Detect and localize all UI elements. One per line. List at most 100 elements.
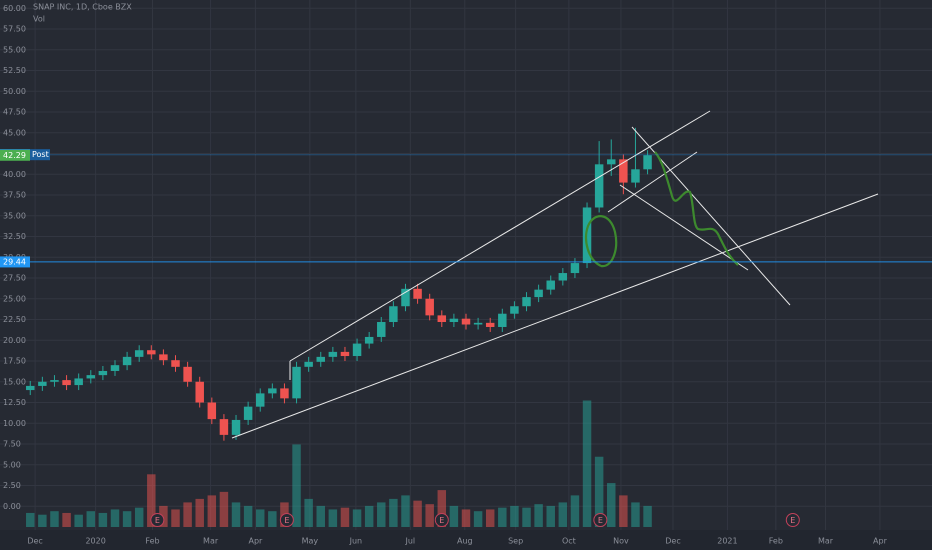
volume-bar: [619, 495, 628, 527]
price-tag-note: [30, 149, 50, 161]
y-tick-label: 32.50: [3, 232, 26, 241]
event-label: E: [284, 516, 289, 525]
volume-bar: [473, 511, 483, 527]
volume-bar: [243, 505, 253, 527]
grid: [0, 0, 932, 530]
y-tick-label: 17.50: [3, 357, 26, 366]
volume-bar: [183, 502, 192, 527]
candle-body: [364, 336, 374, 344]
volume-bar: [147, 474, 156, 527]
volume-bar: [231, 502, 241, 527]
volume-bar: [62, 512, 71, 527]
candle-body: [219, 419, 229, 435]
candle-body: [631, 169, 640, 183]
y-tick-label: 52.50: [3, 66, 26, 75]
trend-line: [289, 110, 711, 362]
drawing: [654, 151, 739, 266]
y-tick-label: 27.50: [3, 274, 26, 283]
candle-body: [134, 350, 144, 357]
candle-body: [38, 381, 47, 386]
x-tick-label: 2021: [717, 537, 737, 546]
candle-body: [122, 356, 132, 366]
candle-body: [280, 388, 289, 399]
candle-body: [546, 280, 555, 290]
volume-bar: [328, 509, 338, 527]
volume-bar: [631, 502, 640, 527]
x-tick-label: Feb: [145, 537, 159, 546]
volume-bar: [413, 500, 422, 527]
candle-body: [328, 351, 338, 357]
candle-body: [292, 366, 301, 399]
volume-bar: [255, 509, 265, 527]
volume-bar: [171, 509, 180, 527]
volume-bar: [340, 507, 350, 527]
candle-body: [98, 370, 108, 376]
candle-body: [570, 263, 580, 274]
price-tag-note-label: Post: [32, 150, 49, 159]
x-tick-label: Oct: [562, 537, 576, 546]
event-label: E: [790, 516, 795, 525]
candle-body: [389, 306, 398, 323]
y-tick-label: 10.00: [3, 419, 26, 428]
volume-bar: [461, 509, 471, 527]
y-tick-label: 57.50: [3, 25, 26, 34]
y-tick-label: 25.00: [3, 294, 26, 303]
volume-bar: [437, 490, 447, 527]
trend-line: [231, 193, 879, 439]
event-marker: [785, 513, 800, 527]
volume-bar: [98, 512, 108, 527]
volume-bar: [195, 498, 204, 527]
candle-body: [195, 381, 204, 403]
volume-bar: [570, 495, 580, 527]
y-tick-label: 2.50: [3, 481, 21, 490]
candle-body: [534, 289, 543, 298]
x-tick-label: Aug: [457, 537, 473, 546]
drawings: [231, 110, 879, 439]
y-tick-label: 20.00: [3, 336, 26, 345]
candle-body: [413, 288, 422, 299]
volume-bar: [425, 504, 434, 527]
volume-bar: [449, 505, 459, 527]
y-tick-label: 50.00: [3, 87, 26, 96]
candle-body: [473, 322, 483, 325]
event-label: E: [439, 516, 444, 525]
volume-bar: [134, 507, 144, 527]
y-tick-label: 40.00: [3, 170, 26, 179]
candle-body: [594, 164, 604, 208]
candle-body: [643, 155, 652, 170]
volume-bar: [401, 495, 410, 527]
candle-body: [255, 393, 265, 407]
event-marker: [150, 513, 165, 527]
event-marker: [279, 513, 294, 527]
x-tick-label: Sep: [508, 537, 523, 546]
candle-body: [522, 297, 531, 307]
candle-body: [74, 378, 83, 386]
volume-bar: [498, 507, 507, 527]
volume-bar: [607, 483, 616, 527]
event-label: E: [598, 516, 603, 525]
y-tick-label: 15.00: [3, 377, 26, 386]
candle-body: [62, 380, 71, 386]
labels: 0.00 2.50 5.00 7.50 10.00 12.50 15.00 17.50 20.0…: [0, 4, 888, 546]
volume-bar: [304, 498, 313, 527]
volume-bar: [510, 505, 519, 527]
x-tick-label: Jun: [349, 537, 363, 546]
event-label: E: [155, 516, 160, 525]
price-tag-label: 42.29: [3, 151, 26, 160]
price-tag-label: 29.44: [3, 257, 26, 266]
volume-bar: [352, 509, 362, 527]
volume-bar: [38, 514, 47, 527]
price-tag: [0, 256, 30, 268]
volume-bar: [110, 509, 120, 527]
candle-body: [425, 298, 434, 316]
volume: [26, 400, 652, 527]
volume-bar: [546, 505, 555, 527]
candle-body: [485, 322, 495, 327]
volume-bar: [364, 505, 374, 527]
candle-body: [377, 322, 386, 337]
candle-body: [26, 385, 35, 391]
candle-body: [159, 354, 168, 361]
y-tick-label: 45.00: [3, 128, 26, 137]
